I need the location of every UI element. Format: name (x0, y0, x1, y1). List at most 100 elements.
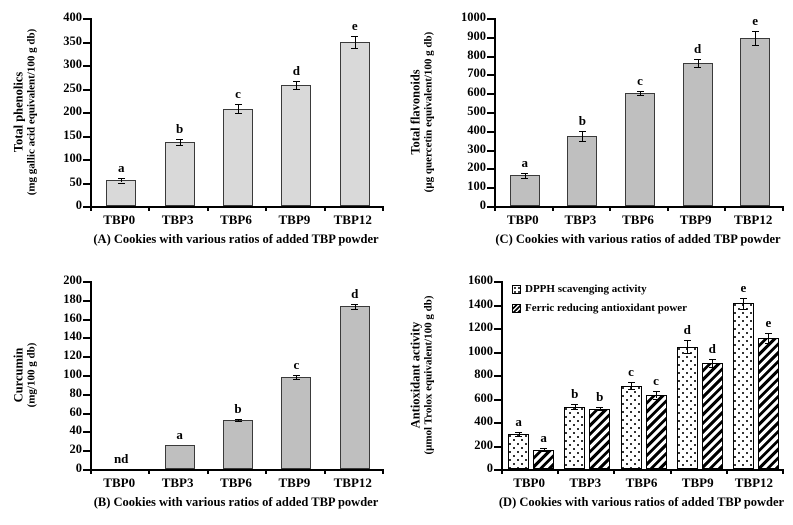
bar-TBP6-solid (223, 108, 253, 206)
y-axis-unit: (mg gallic acid equivalent/100 g db) (25, 28, 38, 196)
y-axis-label: Total flavonoids (μg quercetin equivalent… (399, 4, 445, 220)
x-tick-mark (666, 206, 669, 211)
y-tick-label: 0 (75, 461, 82, 475)
panel-A: Total phenolics (mg gallic acid equivalen… (0, 0, 396, 262)
panel-D: Antioxidant activity (μmol Trolox equival… (397, 263, 793, 525)
y-tick-label: 50 (69, 174, 83, 189)
x-tick-mark (265, 469, 268, 474)
y-tick-mark (494, 469, 501, 471)
x-category-label: TBP12 (734, 212, 773, 227)
y-tick-mark (83, 356, 90, 359)
bar-TBP9-solid (281, 84, 312, 206)
x-category-label: TBP0 (103, 212, 136, 227)
x-category-label: TBP6 (220, 212, 252, 227)
y-tick-label: 200 (63, 273, 82, 287)
y-tick-mark (83, 412, 90, 415)
error-bar (640, 91, 641, 96)
y-tick-label: 1000 (468, 343, 493, 358)
error-bar-cap-bottom (739, 308, 747, 310)
y-axis-unit: (mg/100 g db) (25, 342, 38, 408)
y-tick-mark (487, 18, 494, 20)
y-tick-label: 160 (63, 310, 82, 325)
bar-TBP6-solid (223, 420, 253, 469)
plot-area: a b c d e (494, 13, 784, 208)
error-bar-cap-bottom (234, 113, 242, 115)
y-axis-title: Total phenolics (11, 71, 26, 153)
bar-TBP12-solid (740, 37, 771, 206)
sig-letter: d (683, 322, 691, 338)
y-tick-mark (83, 65, 90, 67)
error-bar-cap-top (571, 404, 579, 406)
sig-letter: c (637, 73, 643, 89)
x-tick-mark (382, 469, 384, 474)
bar-TBP12-solid (339, 306, 370, 469)
x-tick-mark (724, 206, 727, 211)
error-bar-cap-top (694, 58, 702, 60)
x-category-label: TBP12 (333, 212, 372, 227)
bar-TBP9-solid (281, 376, 312, 469)
y-tick-label: 350 (63, 33, 82, 48)
error-bar-cap-bottom (694, 67, 702, 69)
plot-area: nd a b c d (90, 281, 384, 471)
bar-TBP0-solid (106, 180, 137, 206)
y-tick-label: 800 (474, 367, 493, 381)
x-tick-mark (206, 206, 209, 211)
y-tick-label: 100 (467, 179, 486, 194)
error-bar-cap-bottom (571, 409, 579, 411)
x-category-label: TBP3 (161, 212, 194, 227)
x-tick-mark (613, 469, 616, 474)
y-tick-label: 900 (467, 28, 486, 43)
error-bar-cap-bottom (708, 367, 716, 369)
y-tick-label: 600 (474, 390, 493, 405)
y-tick-label: 1400 (468, 296, 493, 311)
x-category-label: TBP6 (622, 212, 654, 227)
panel-caption: (D) Cookies with various ratios of added… (498, 495, 785, 509)
error-bar (656, 391, 657, 399)
y-tick-mark (494, 445, 501, 448)
y-tick-label: 250 (63, 80, 82, 95)
y-tick-label: 140 (63, 329, 82, 344)
error-bar (743, 298, 745, 309)
y-tick-label: 0 (75, 198, 82, 212)
legend-row: DPPH scavenging activity (512, 283, 687, 295)
y-tick-mark (494, 375, 501, 377)
bar-TBP6-solid (625, 93, 655, 206)
plot-area: a b c d e (90, 18, 384, 208)
error-bar (574, 404, 576, 410)
y-axis-label-text: Total phenolics (mg gallic acid equivalen… (12, 29, 39, 196)
error-bar (518, 431, 520, 436)
legend-label: Ferric reducing antioxidant power (525, 302, 688, 314)
bar-TBP3-hatch (589, 408, 611, 469)
sig-letter: d (708, 341, 716, 357)
y-axis-unit: (μmol Trolox equivalent/100 g db) (422, 295, 435, 455)
y-axis-title: Curcumin (11, 347, 26, 403)
y-tick-label: 1200 (468, 320, 493, 334)
sig-letter: d (292, 62, 300, 78)
y-tick-mark (487, 168, 494, 171)
error-bar (296, 374, 298, 380)
x-category-label: TBP6 (625, 475, 658, 490)
x-tick-mark (148, 469, 151, 474)
y-tick-mark (83, 135, 90, 138)
sig-letter: c (628, 364, 634, 380)
error-bar-cap-bottom (234, 421, 242, 423)
error-bar-cap-bottom (627, 388, 635, 390)
error-bar-cap-top (636, 91, 644, 93)
error-bar (354, 36, 356, 48)
error-bar-cap-bottom (515, 435, 523, 437)
x-tick-mark (609, 206, 612, 211)
bar-TBP9-dots (676, 346, 698, 469)
error-bar-cap-bottom (351, 309, 359, 311)
panel-caption: (C) Cookies with various ratios of added… (495, 232, 781, 246)
y-tick-label: 400 (63, 10, 82, 24)
error-bar-cap-bottom (292, 88, 300, 90)
panel-caption: (A) Cookies with various ratios of added… (93, 232, 379, 246)
y-tick-mark (83, 182, 90, 185)
error-bar-cap-top (515, 431, 523, 433)
sig-letter: c (293, 356, 300, 372)
error-bar (712, 359, 714, 368)
sig-letter: b (175, 120, 184, 136)
error-bar-cap-top (521, 173, 529, 175)
y-tick-mark (83, 431, 90, 434)
y-tick-mark (487, 206, 494, 208)
